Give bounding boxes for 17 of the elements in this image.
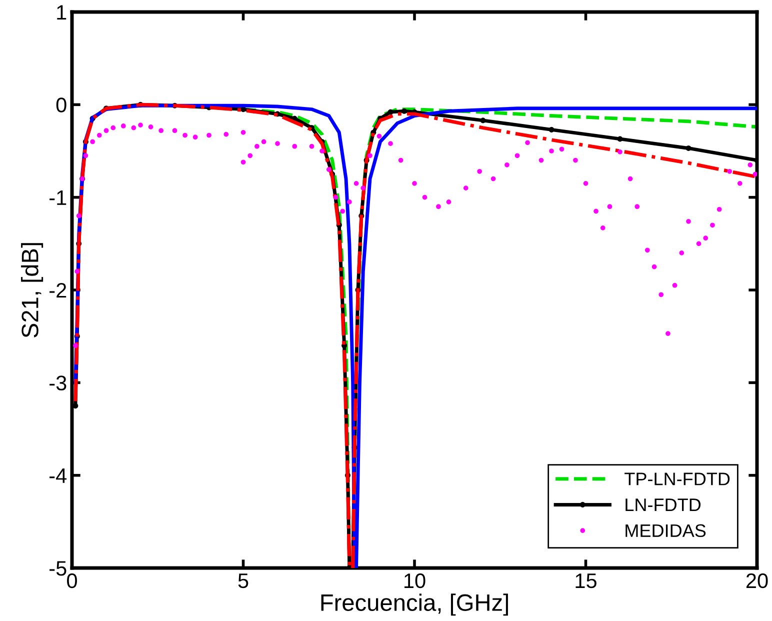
x-tick-label: 15 (576, 574, 596, 588)
legend-label: LN-FDTD (626, 498, 701, 512)
y-tick-label: -2 (50, 283, 66, 298)
x-tick-label: 20 (746, 573, 768, 588)
y-tick-label: 0 (56, 98, 66, 112)
x-tick-label: 10 (404, 573, 426, 588)
y-tick-label: -4 (50, 468, 67, 483)
y-tick-label: -1 (50, 190, 66, 205)
x-tick-label: 0 (67, 573, 77, 588)
legend-label: TP-LN-FDTD (624, 472, 730, 486)
y-tick-label: -5 (50, 561, 66, 576)
x-tick-label: 5 (238, 574, 248, 588)
x-axis-title: Frecuencia, [GHz] (321, 594, 508, 616)
y-tick-label: -3 (50, 376, 66, 390)
legend-label: MEDIDAS (626, 524, 706, 538)
y-tick-label: 1 (57, 5, 66, 20)
y-axis-title: S21, [dB] (21, 243, 44, 338)
